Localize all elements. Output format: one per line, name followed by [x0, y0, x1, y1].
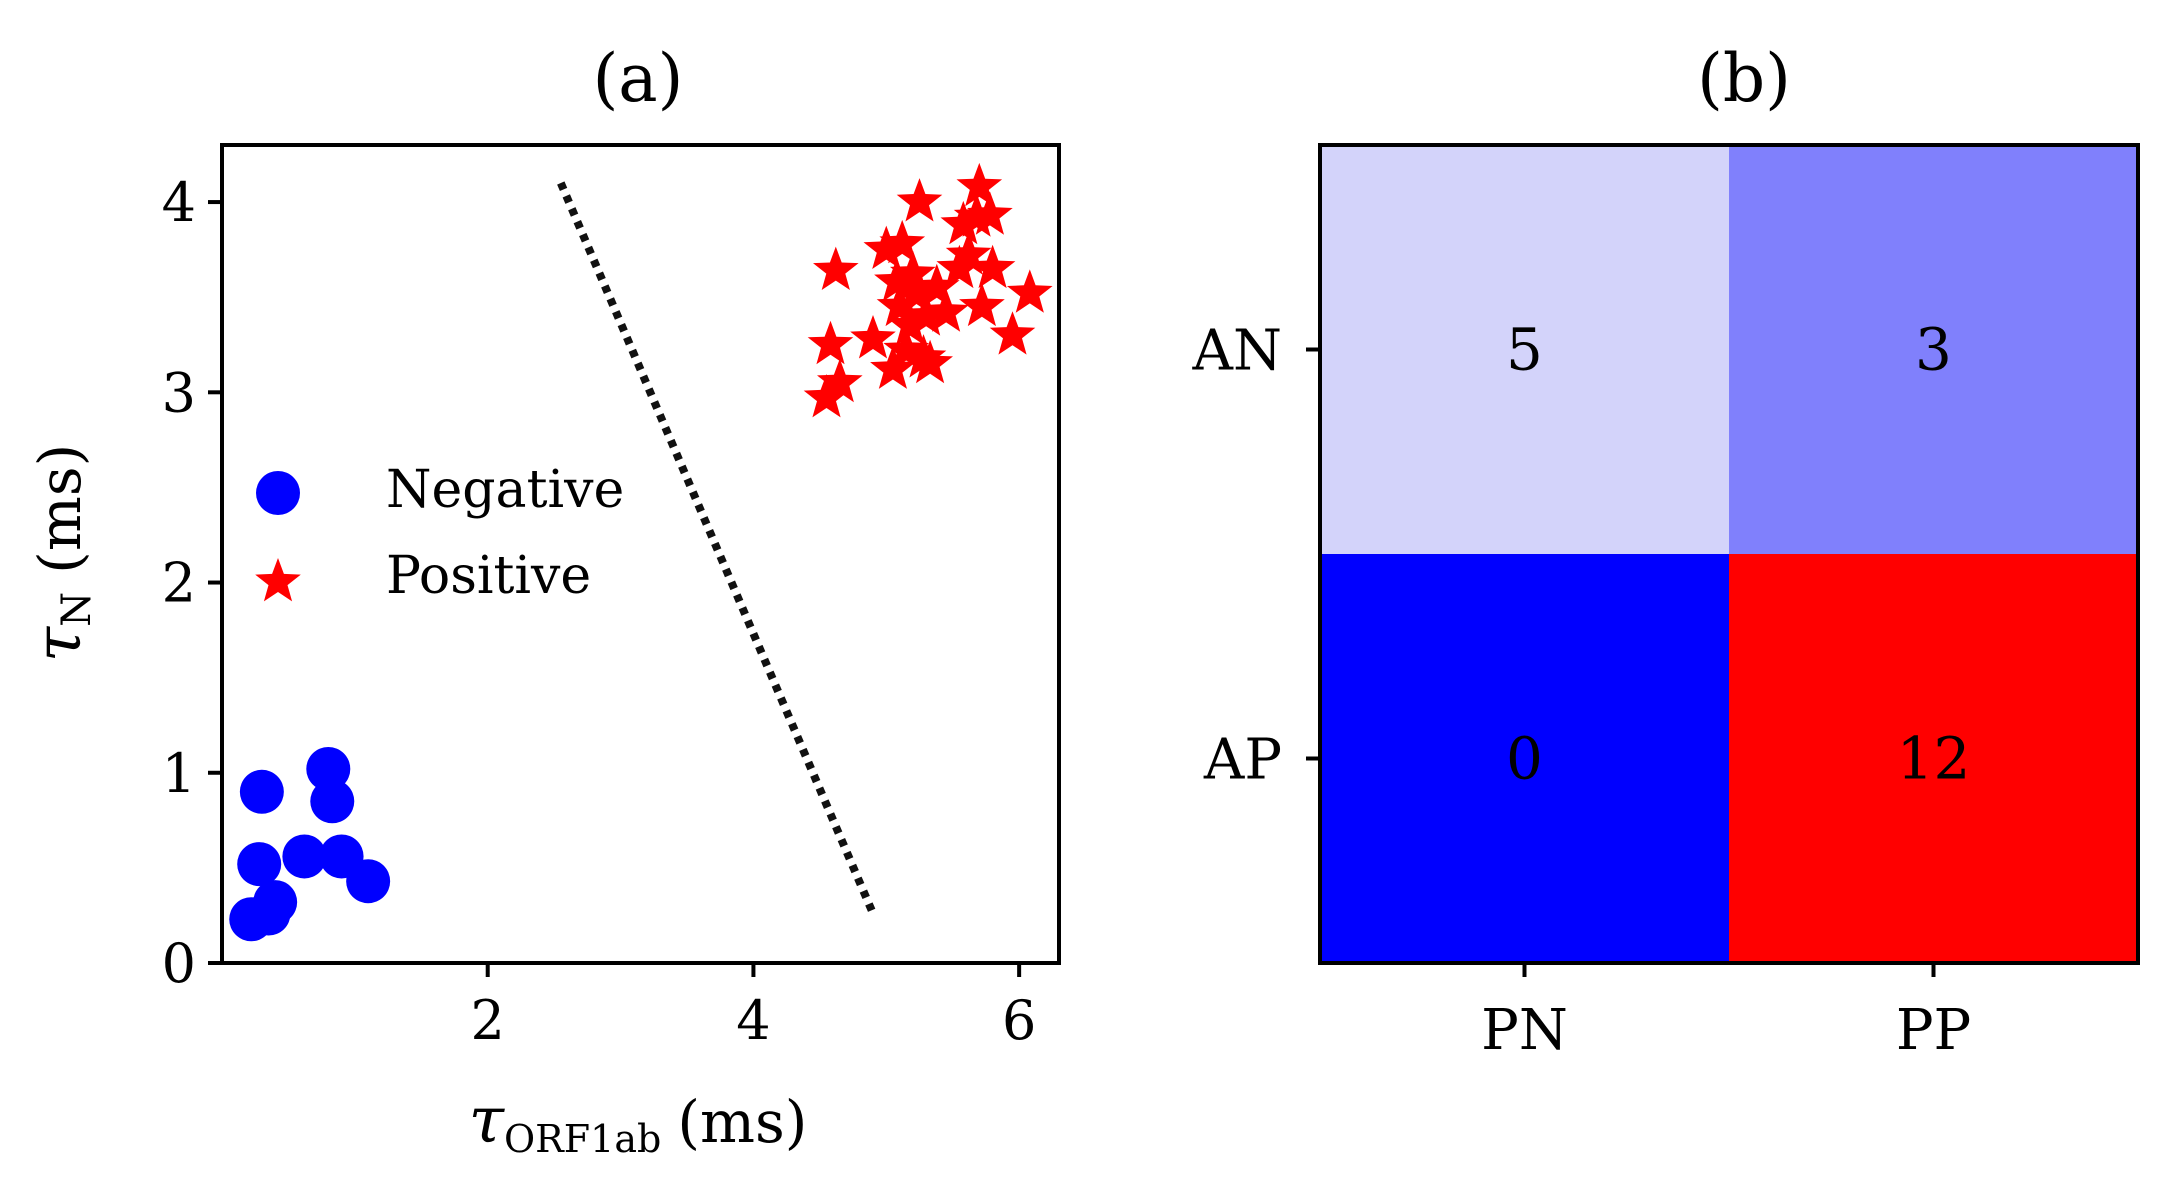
positive-point — [887, 301, 933, 346]
positive-point — [967, 191, 1013, 235]
y-tick-label: 2 — [162, 552, 196, 615]
panel-a-ticks: 2 4 6 0 1 2 3 4 — [162, 171, 1037, 1052]
positive-point — [959, 282, 1005, 327]
y-axis-label-main: τ — [22, 625, 96, 662]
positive-point — [945, 231, 992, 275]
negative-point — [306, 746, 351, 791]
y-axis-label-unit: (ms) — [26, 444, 94, 574]
x-axis-label-unit: (ms) — [677, 1088, 807, 1156]
y-tick-label: 4 — [162, 171, 196, 234]
positive-point — [813, 246, 859, 290]
decision-boundary-line — [557, 181, 877, 916]
positive-point — [923, 288, 969, 332]
negative-point — [239, 769, 284, 814]
positive-point — [890, 250, 936, 294]
legend: Negative Positive — [255, 460, 624, 606]
x-category-label: PN — [1481, 998, 1568, 1063]
negative-points — [229, 746, 391, 942]
positive-point — [850, 315, 896, 359]
panel-a-frame — [220, 143, 1061, 965]
positive-point — [876, 282, 923, 327]
negative-point — [346, 859, 391, 904]
heatmap-cell — [1320, 145, 1730, 555]
positive-point — [1006, 269, 1053, 313]
x-axis-label-main: τ — [469, 1084, 506, 1158]
heatmap-cell — [1729, 145, 2139, 555]
positive-point — [989, 311, 1036, 355]
x-axis-label: τORF1ab (ms) — [469, 1084, 808, 1161]
heatmap-cell-value: 12 — [1897, 725, 1971, 793]
confusion-matrix-panel: (b) 5 3 0 12 PN PP AN AP — [1192, 40, 2140, 1064]
heatmap-cell-value: 0 — [1506, 725, 1543, 793]
x-tick-label: 2 — [471, 989, 505, 1052]
y-tick-label: 0 — [162, 932, 196, 995]
positive-point — [907, 339, 953, 384]
positive-point — [803, 374, 850, 418]
positive-point — [874, 258, 920, 302]
positive-point — [956, 162, 1003, 207]
legend-negative-label: Negative — [386, 460, 624, 520]
positive-point — [863, 225, 910, 269]
positive-point — [807, 320, 854, 365]
negative-point — [310, 779, 355, 824]
x-category-label: PP — [1896, 998, 1971, 1063]
positive-point — [969, 244, 1016, 289]
y-category-label: AN — [1192, 319, 1282, 384]
heatmap-cell — [1729, 554, 2139, 964]
positive-point — [892, 269, 939, 313]
positive-point — [896, 178, 943, 222]
heatmap-cell — [1320, 554, 1730, 964]
y-axis-label: τN (ms) — [22, 444, 100, 662]
panel-b-frame — [1318, 143, 2140, 965]
panel-b-title: (b) — [1697, 40, 1791, 117]
negative-point — [237, 842, 282, 887]
y-tick-label: 3 — [162, 361, 196, 424]
heatmap-cell-value: 3 — [1915, 316, 1952, 384]
y-category-label: AP — [1203, 728, 1282, 793]
x-axis-label-subscript: ORF1ab — [504, 1117, 661, 1161]
positive-point — [913, 263, 960, 308]
positive-point — [903, 292, 949, 336]
negative-point — [282, 834, 327, 879]
positive-points — [803, 162, 1053, 418]
heatmap-cell-value: 5 — [1506, 316, 1543, 384]
y-tick-label: 1 — [162, 742, 196, 805]
negative-point — [253, 880, 298, 925]
heatmap-cells: 5 3 0 12 — [1320, 145, 2139, 964]
legend-positive-label: Positive — [386, 546, 591, 606]
positive-point — [940, 200, 987, 245]
positive-point — [883, 326, 929, 370]
legend-negative-marker — [256, 471, 300, 515]
legend-positive-marker — [255, 558, 301, 602]
x-tick-label: 4 — [736, 989, 770, 1052]
panel-b-ticks: PN PP AN AP — [1192, 319, 1972, 1064]
positive-point — [879, 219, 926, 264]
panel-a-title: (a) — [593, 40, 684, 117]
positive-point — [817, 358, 863, 403]
y-axis-label-subscript: N — [54, 592, 100, 627]
x-tick-label: 6 — [1002, 989, 1036, 1052]
